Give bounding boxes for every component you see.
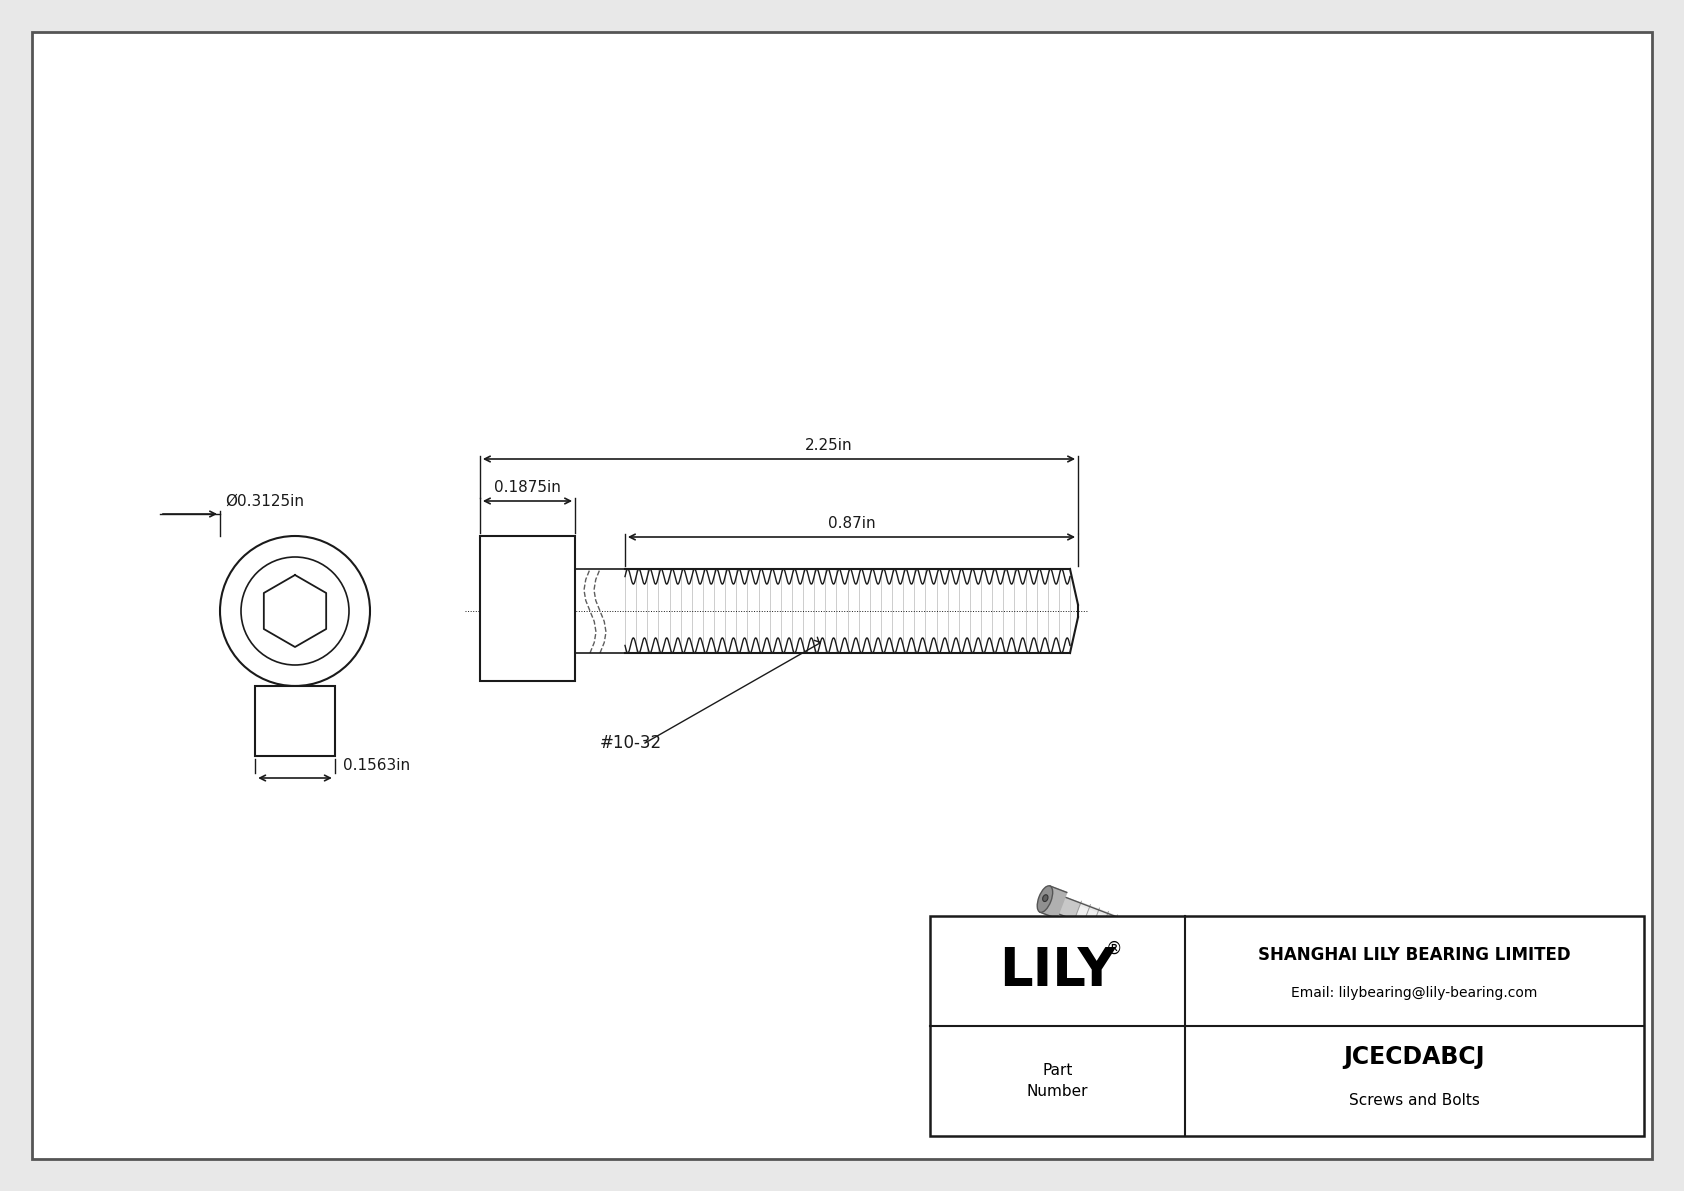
Bar [256, 686, 335, 756]
Circle shape [221, 536, 370, 686]
Text: ®: ® [1105, 940, 1122, 958]
Ellipse shape [1037, 886, 1052, 912]
Text: Screws and Bolts: Screws and Bolts [1349, 1093, 1480, 1109]
Text: 0.1563in: 0.1563in [344, 757, 409, 773]
Polygon shape [1041, 886, 1066, 918]
Text: 2.25in: 2.25in [805, 438, 852, 453]
Polygon shape [1047, 892, 1603, 1120]
Text: SHANGHAI LILY BEARING LIMITED: SHANGHAI LILY BEARING LIMITED [1258, 946, 1571, 964]
Text: #10-32: #10-32 [600, 734, 662, 752]
Text: LILY: LILY [999, 944, 1116, 997]
Text: Ø0.3125in: Ø0.3125in [226, 494, 305, 509]
Ellipse shape [1042, 894, 1047, 902]
Text: 0.87in: 0.87in [829, 516, 876, 531]
Bar [930, 916, 1644, 1136]
Bar [480, 536, 574, 681]
Text: Part
Number: Part Number [1027, 1064, 1088, 1099]
Text: Email: lilybearing@lily-bearing.com: Email: lilybearing@lily-bearing.com [1292, 986, 1537, 1000]
Text: JCECDABCJ: JCECDABCJ [1344, 1045, 1485, 1068]
Text: 0.1875in: 0.1875in [493, 480, 561, 495]
Circle shape [241, 557, 349, 665]
